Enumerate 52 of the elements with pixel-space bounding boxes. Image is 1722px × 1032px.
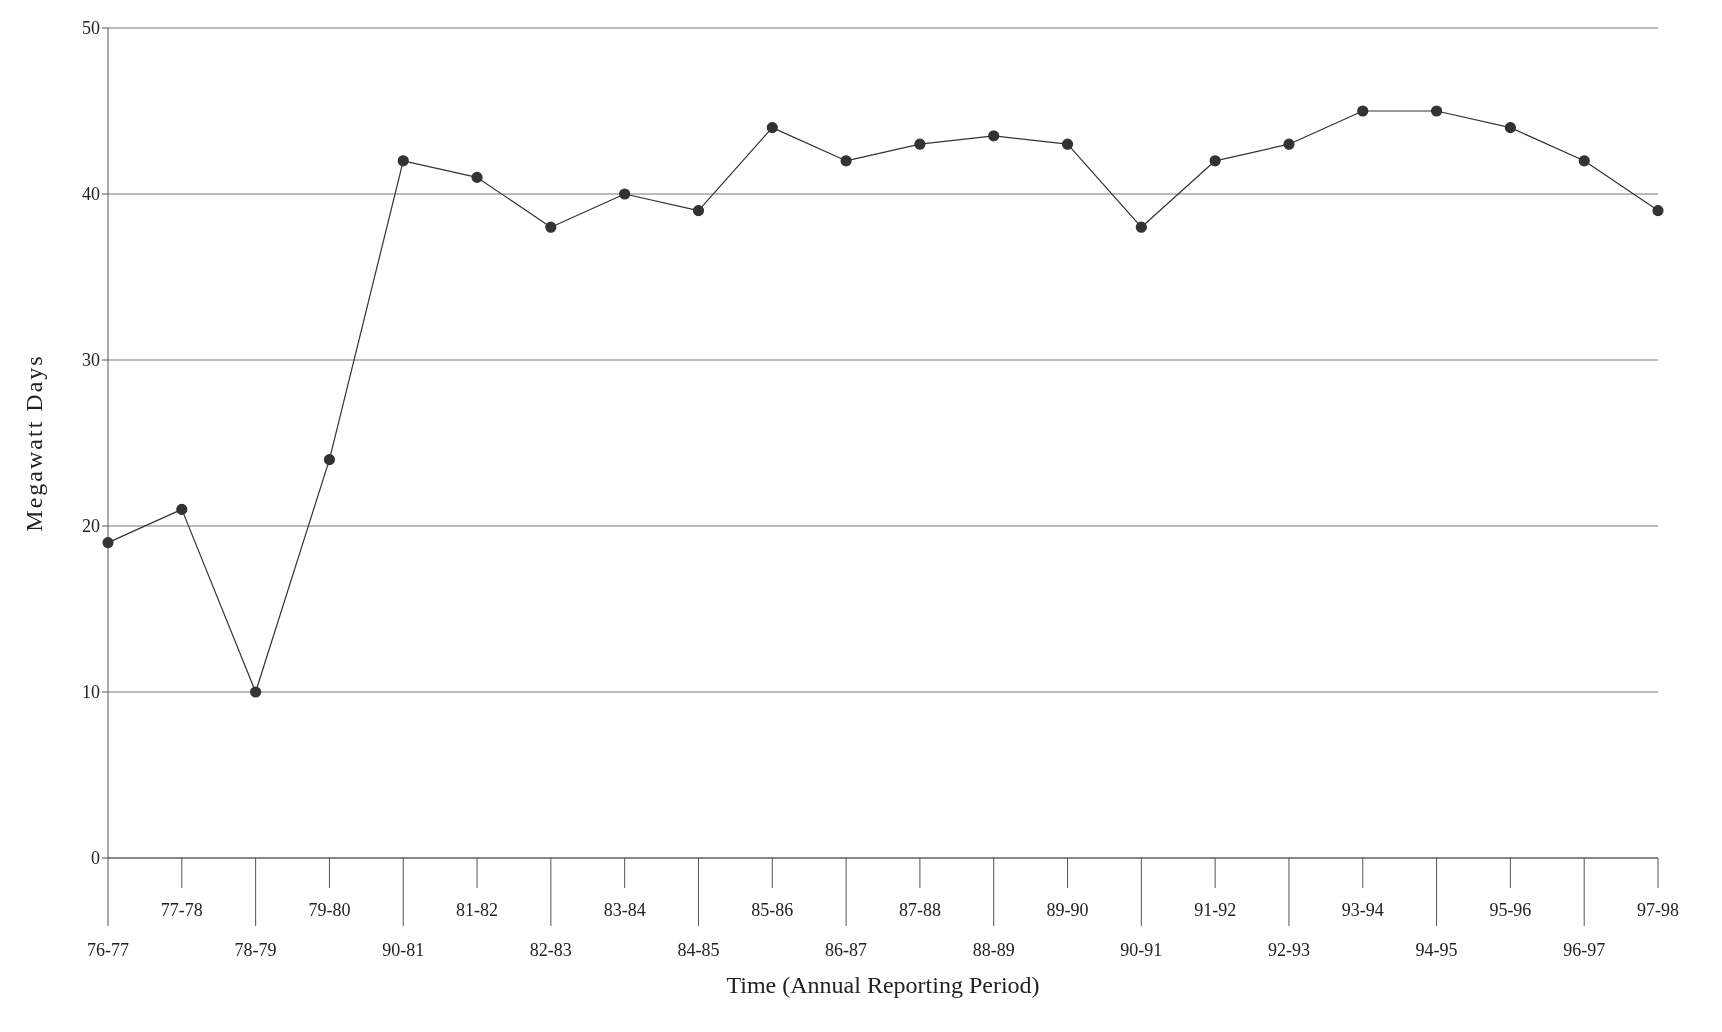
point xyxy=(323,454,336,466)
x-tick-label: 90-91 xyxy=(1120,940,1163,960)
x-tick-label: 77-78 xyxy=(160,900,203,920)
x-tick-label: 94-95 xyxy=(1415,940,1458,960)
x-tick-label: 78-79 xyxy=(234,940,277,960)
point xyxy=(619,188,631,200)
point xyxy=(1135,221,1147,233)
point xyxy=(840,155,852,167)
point xyxy=(1430,105,1443,117)
x-tick-label: 95-96 xyxy=(1489,900,1532,920)
point xyxy=(1209,155,1221,167)
x-tick-label: 76-77 xyxy=(87,940,129,960)
x-tick-label: 92-93 xyxy=(1267,940,1310,960)
point xyxy=(1504,122,1516,134)
point xyxy=(1357,105,1369,117)
x-tick-label: 86-87 xyxy=(825,940,868,960)
x-tick-label: 83-84 xyxy=(603,900,646,920)
point xyxy=(397,155,409,167)
point xyxy=(692,205,705,217)
y-tick-label: 30 xyxy=(82,350,100,371)
point xyxy=(102,537,114,549)
x-tick-label: 85-86 xyxy=(751,900,794,920)
x-tick-label: 84-85 xyxy=(677,940,720,960)
x-tick-label: 88-89 xyxy=(972,940,1015,960)
point xyxy=(1061,138,1074,150)
point xyxy=(988,130,1000,142)
y-tick-label: 40 xyxy=(82,184,100,205)
point xyxy=(1578,155,1590,167)
x-tick-label: 87-88 xyxy=(898,900,941,920)
y-tick-label: 10 xyxy=(82,682,100,703)
point xyxy=(471,171,483,183)
y-tick-label: 20 xyxy=(82,516,100,537)
point xyxy=(1652,205,1664,217)
x-tick-label: 81-82 xyxy=(456,900,499,920)
point xyxy=(1283,138,1295,150)
y-tick-label: 50 xyxy=(82,18,100,39)
point xyxy=(545,221,557,233)
x-tick-label: 89-90 xyxy=(1046,900,1089,920)
point xyxy=(914,138,926,150)
x-tick-label: 93-94 xyxy=(1341,900,1384,920)
point xyxy=(176,503,188,515)
x-tick-label: 96-97 xyxy=(1563,940,1606,960)
x-axis-title: Time (Annual Reporting Period) xyxy=(726,972,1040,998)
point xyxy=(250,686,262,698)
y-axis-title: Megawatt Days xyxy=(20,354,47,532)
x-tick-label: 91-92 xyxy=(1194,900,1237,920)
y-tick-label: 0 xyxy=(91,848,100,869)
x-tick-label: 79-80 xyxy=(308,900,351,920)
x-tick-label: 82-83 xyxy=(529,940,572,960)
x-tick-label: 90-81 xyxy=(382,940,425,960)
x-tick-label: 97-98 xyxy=(1637,900,1679,920)
point xyxy=(766,122,778,134)
